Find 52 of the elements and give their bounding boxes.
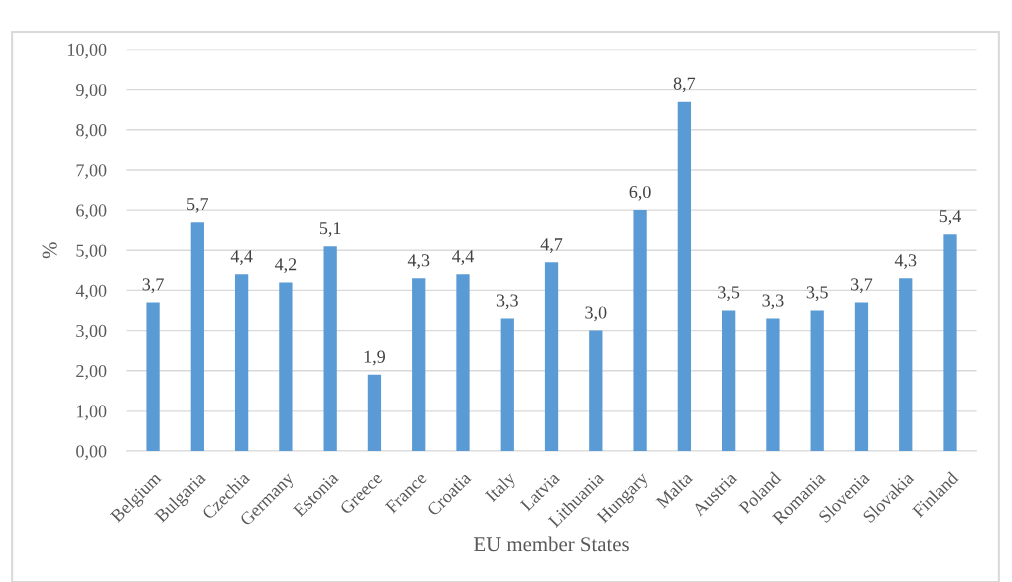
y-tick-label: 7,00 [76, 164, 107, 179]
y-axis-title: % [42, 242, 57, 259]
bar [367, 374, 382, 452]
y-tick-label: 9,00 [76, 83, 107, 99]
y-tick-label: 5,00 [76, 244, 107, 260]
y-tick-label: 3,00 [76, 324, 107, 340]
data-label: 4,4 [452, 250, 474, 265]
data-label: 8,7 [673, 77, 696, 93]
x-tick-label: Italy [484, 470, 519, 506]
bar [766, 318, 780, 452]
data-label: 3,7 [142, 278, 164, 294]
data-label: 3,3 [496, 294, 518, 310]
bar [146, 302, 160, 452]
bar [589, 330, 603, 452]
y-tick-label: 6,00 [76, 204, 107, 220]
y-tick-label: 4,00 [75, 284, 107, 300]
data-label: 5,1 [319, 222, 341, 237]
data-label: 5,7 [187, 198, 209, 213]
bar [810, 310, 824, 452]
data-label: 5,4 [939, 210, 962, 225]
bar [722, 310, 736, 452]
bar [544, 262, 559, 452]
bar [279, 282, 293, 452]
data-label: 4,7 [540, 238, 563, 253]
bar [190, 222, 204, 452]
bar [943, 234, 957, 452]
data-label: 3,5 [806, 286, 828, 302]
y-tick-label: 1,00 [77, 405, 107, 420]
data-label: 3,7 [851, 278, 873, 294]
data-label: 1,9 [364, 350, 385, 366]
y-tick-label: 8,00 [76, 124, 107, 139]
x-axis-title: EU member States [474, 536, 629, 552]
data-label: 4,3 [407, 254, 430, 269]
y-tick-label: 2,00 [76, 364, 107, 380]
bar [456, 274, 470, 452]
data-label: 3,5 [718, 286, 740, 302]
data-label: 6,0 [629, 185, 651, 201]
bar [854, 302, 869, 452]
y-tick-label: 10,00 [68, 43, 107, 59]
data-label: 3,3 [762, 294, 784, 310]
bar [633, 210, 647, 452]
data-label: 3,0 [585, 306, 607, 322]
bar [234, 274, 249, 452]
bar [899, 278, 913, 452]
bar [677, 101, 692, 452]
data-label: 4,3 [894, 254, 917, 269]
bar [500, 318, 514, 452]
bar [412, 278, 426, 452]
y-tick-label: 0,00 [76, 445, 107, 461]
data-label: 4,4 [230, 250, 253, 265]
data-label: 4,2 [274, 258, 297, 273]
bar [323, 246, 337, 452]
